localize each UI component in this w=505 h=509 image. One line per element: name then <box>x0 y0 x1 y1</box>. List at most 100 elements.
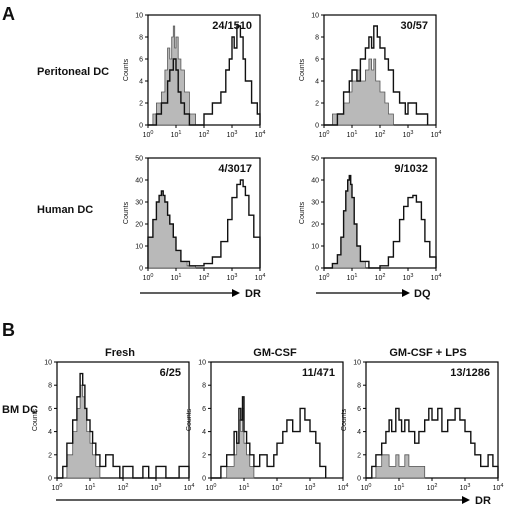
y-tick-label: 40 <box>135 178 143 185</box>
x-tick-label: 101 <box>85 483 96 492</box>
y-tick-label: 20 <box>135 222 143 229</box>
y-tick-label: 8 <box>48 383 52 390</box>
y-tick-label: 4 <box>357 429 361 436</box>
x-tick-label: 102 <box>118 483 129 492</box>
y-tick-label: 0 <box>139 266 143 273</box>
x-tick-label: 101 <box>347 130 358 139</box>
y-axis-label: Counts <box>341 408 348 431</box>
y-tick-label: 10 <box>353 360 361 367</box>
x-tick-label: 102 <box>375 273 386 282</box>
y-tick-label: 8 <box>202 383 206 390</box>
y-axis-label: Counts <box>123 201 130 224</box>
x-tick-label: 101 <box>394 483 405 492</box>
y-tick-label: 0 <box>139 123 143 130</box>
y-tick-label: 8 <box>315 35 319 42</box>
chart-title: 9/1032 <box>394 163 428 175</box>
row-label-human: Human DC <box>37 204 93 216</box>
x-tick-label: 101 <box>239 483 250 492</box>
x-tick-label: 103 <box>403 273 414 282</box>
panel-a-label: A <box>2 4 15 24</box>
histogram-outline-series <box>211 396 327 479</box>
x-tick-label: 102 <box>199 130 210 139</box>
y-tick-label: 0 <box>48 476 52 483</box>
x-tick-label: 103 <box>460 483 471 492</box>
row-label-bm: BM DC <box>2 404 38 416</box>
dr-arrow-head-a <box>232 289 240 297</box>
y-tick-label: 8 <box>139 35 143 42</box>
y-tick-label: 4 <box>202 429 206 436</box>
y-tick-label: 40 <box>311 178 319 185</box>
x-tick-label: 101 <box>347 273 358 282</box>
dq-axis-label: DQ <box>414 288 431 300</box>
x-tick-label: 103 <box>403 130 414 139</box>
histogram-panel-1: 100 101 102 103 104 0 2 4 6 8 10 Counts 24/1510 <box>123 13 265 140</box>
histogram-filled-series <box>324 58 394 126</box>
x-tick-label: 100 <box>143 130 154 139</box>
x-tick-label: 100 <box>319 130 330 139</box>
x-tick-label: 102 <box>375 130 386 139</box>
dr-axis-label-a: DR <box>245 288 261 300</box>
y-tick-label: 6 <box>202 406 206 413</box>
chart-annotation: 6/25 <box>160 367 181 379</box>
y-tick-label: 6 <box>315 57 319 64</box>
histogram-panel-4: 100 101 102 103 104 0 10 20 30 40 50 Counts 9/1032 <box>299 156 441 283</box>
y-tick-label: 4 <box>139 79 143 86</box>
x-tick-label: 100 <box>319 273 330 282</box>
x-tick-label: 104 <box>493 483 504 492</box>
y-tick-label: 10 <box>44 360 52 367</box>
y-tick-label: 2 <box>357 452 361 459</box>
y-tick-label: 8 <box>357 383 361 390</box>
y-tick-label: 10 <box>198 360 206 367</box>
y-axis-label: Counts <box>299 58 306 81</box>
x-tick-label: 103 <box>227 273 238 282</box>
y-axis-label: Counts <box>299 201 306 224</box>
y-tick-label: 0 <box>357 476 361 483</box>
dr-axis-label-b: DR <box>475 495 491 507</box>
y-tick-label: 2 <box>202 452 206 459</box>
histogram-filled-series <box>366 454 426 479</box>
y-tick-label: 50 <box>311 156 319 163</box>
x-tick-label: 104 <box>431 130 442 139</box>
dq-arrow-head <box>402 289 410 297</box>
row-label-peritoneal: Peritoneal DC <box>37 66 109 78</box>
histogram-outline-series <box>147 179 261 268</box>
x-tick-label: 102 <box>199 273 210 282</box>
chart-annotation: 11/471 <box>302 367 335 379</box>
x-tick-label: 101 <box>171 130 182 139</box>
y-tick-label: 10 <box>311 244 319 251</box>
y-tick-label: 30 <box>311 200 319 207</box>
histogram-filled-series <box>211 408 255 479</box>
y-tick-label: 0 <box>202 476 206 483</box>
y-tick-label: 50 <box>135 156 143 163</box>
x-tick-label: 104 <box>431 273 442 282</box>
dr-arrow-head-b <box>462 496 470 504</box>
histogram-outline-series <box>366 407 499 479</box>
chart-title: 4/3017 <box>218 163 252 175</box>
y-tick-label: 0 <box>315 266 319 273</box>
column-title-fresh: Fresh <box>105 347 135 359</box>
y-tick-label: 6 <box>139 57 143 64</box>
x-tick-label: 104 <box>338 483 349 492</box>
x-tick-label: 100 <box>206 483 217 492</box>
x-tick-label: 101 <box>171 273 182 282</box>
panel-b-label: B <box>2 320 15 340</box>
histogram-panel-6: 100 101 102 103 104 0 2 4 6 8 10 Counts 11/471 <box>186 360 348 493</box>
x-tick-label: 104 <box>184 483 195 492</box>
histogram-outline-series <box>57 372 190 479</box>
histogram-outline-series <box>324 174 437 269</box>
y-tick-label: 10 <box>135 13 143 20</box>
histogram-filled-series <box>148 25 196 126</box>
x-tick-label: 100 <box>361 483 372 492</box>
y-tick-label: 2 <box>48 452 52 459</box>
y-tick-label: 4 <box>315 79 319 86</box>
x-tick-label: 103 <box>151 483 162 492</box>
x-tick-label: 102 <box>272 483 283 492</box>
x-tick-label: 104 <box>255 273 266 282</box>
y-tick-label: 4 <box>48 429 52 436</box>
histogram-panel-7: 100 101 102 103 104 0 2 4 6 8 10 Counts 13/1286 <box>341 360 503 493</box>
column-title-gmcsf: GM-CSF <box>253 347 297 359</box>
y-tick-label: 2 <box>139 101 143 108</box>
histogram-panel-2: 100 101 102 103 104 0 2 4 6 8 10 Counts 30/57 <box>299 13 441 140</box>
y-axis-label: Counts <box>32 408 39 431</box>
